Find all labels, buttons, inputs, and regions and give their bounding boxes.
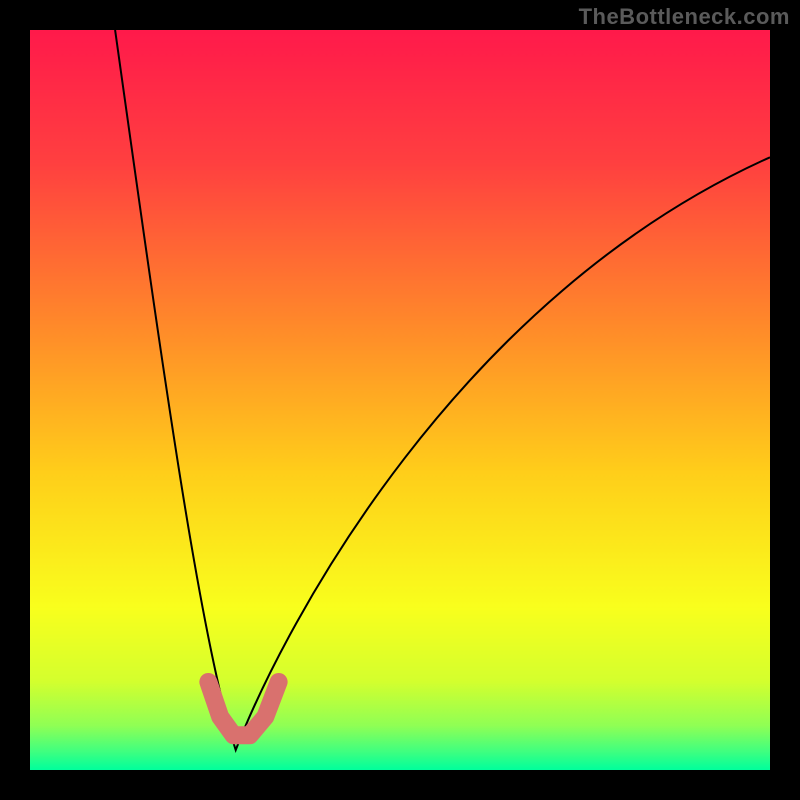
watermark-text: TheBottleneck.com [579, 4, 790, 30]
chart-stage: TheBottleneck.com [0, 0, 800, 800]
bottleneck-curve [0, 0, 800, 800]
bottom-highlight-segment [208, 682, 278, 735]
curve-path [115, 30, 770, 750]
